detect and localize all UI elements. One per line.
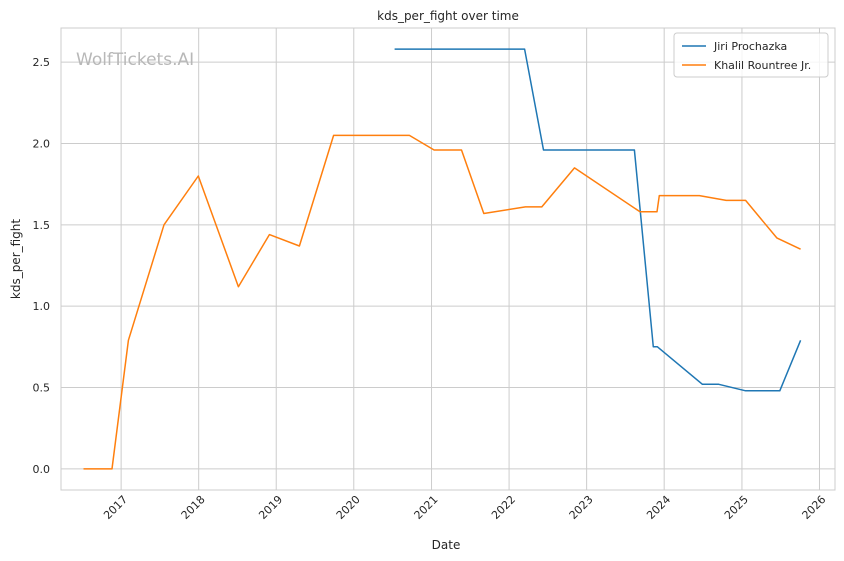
y-axis-title: kds_per_fight [9,219,23,300]
series-layer [83,48,802,470]
y-tick-label: 0.5 [33,382,51,395]
x-tick-label: 2017 [101,493,130,522]
x-tick-label: 2024 [644,493,673,522]
watermark-text: WolfTickets.AI [76,50,194,70]
x-tick-label: 2022 [489,493,518,522]
x-tick-label: 2020 [334,493,363,522]
plot-area [61,28,835,490]
legend-label-khalil-rountree: Khalil Rountree Jr. [714,59,811,72]
y-tick-label: 1.5 [33,219,51,232]
legend: Jiri Prochazka Khalil Rountree Jr. [673,32,829,78]
series-line-jiri-prochazka [394,48,802,392]
y-tick-label: 0.0 [33,463,51,476]
x-tick-label: 2018 [179,493,208,522]
x-tick-label: 2019 [256,493,285,522]
chart-title: kds_per_fight over time [377,9,519,23]
y-tick-label: 2.5 [33,56,51,69]
x-axis-title: Date [432,538,461,552]
plot-frame [60,27,836,491]
y-tick-label: 2.0 [33,138,51,151]
grid-layer [61,28,835,490]
y-tick-label: 1.0 [33,300,51,313]
series-line-khalil-rountree-jr [83,134,801,470]
x-tick-label: 2026 [800,493,829,522]
legend-label-jiri-prochazka: Jiri Prochazka [713,40,787,53]
legend-box [673,32,829,78]
x-tick-label: 2025 [722,493,751,522]
x-tick-label: 2023 [567,493,596,522]
x-tick-label: 2021 [412,493,441,522]
